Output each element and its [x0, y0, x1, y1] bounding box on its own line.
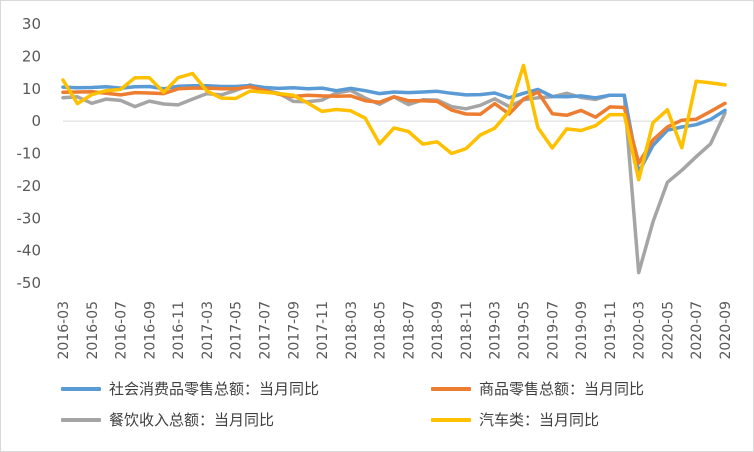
x-tick-label: 2018-07: [401, 301, 417, 360]
series-line-1: [61, 85, 727, 165]
x-tick-label: 2019-07: [545, 301, 561, 360]
series-line-0: [61, 83, 727, 175]
x-tick-label: 2020-07: [689, 301, 705, 360]
y-tick-label: -40: [17, 242, 42, 260]
x-tick-label: 2017-11: [315, 301, 331, 360]
legend-label: 社会消费品零售总额：当月同比: [109, 380, 320, 398]
legend-label: 汽车类：当月同比: [479, 411, 600, 429]
y-axis: 30 20 10 0 -10 -20 -30 -40 -50: [17, 15, 42, 292]
x-tick-label: 2016-11: [171, 301, 187, 360]
x-tick-label: 2017-09: [286, 301, 302, 360]
y-tick-label: 20: [22, 47, 41, 65]
x-tick-label: 2018-05: [373, 301, 389, 360]
x-tick-label: 2019-11: [603, 301, 619, 360]
x-tick-label: 2016-03: [56, 301, 72, 360]
x-tick-label: 2019-05: [517, 301, 533, 360]
legend-label: 商品零售总额：当月同比: [479, 380, 645, 398]
legend-swatch: [61, 386, 101, 391]
legend-swatch: [431, 386, 471, 391]
y-tick-label: -20: [17, 177, 42, 195]
x-tick-label: 2020-09: [718, 301, 734, 360]
x-tick-label: 2019-03: [488, 301, 504, 360]
x-tick-label: 2020-05: [660, 301, 676, 360]
x-tick-label: 2017-03: [200, 301, 216, 360]
x-tick-label: 2016-09: [142, 301, 158, 360]
x-tick-label: 2016-07: [114, 301, 130, 360]
legend-swatch: [61, 417, 101, 422]
y-tick-label: -50: [17, 274, 42, 292]
x-tick-label: 2017-05: [229, 301, 245, 360]
legend-item-retail-total: 社会消费品零售总额：当月同比: [61, 378, 431, 399]
x-tick-label: 2016-05: [85, 301, 101, 360]
legend-item-goods-retail: 商品零售总额：当月同比: [431, 378, 731, 399]
y-tick-label: -30: [17, 209, 42, 227]
y-tick-label: -10: [17, 145, 42, 163]
legend-label: 餐饮收入总额：当月同比: [109, 411, 275, 429]
x-tick-label: 2020-03: [632, 301, 648, 360]
legend: 社会消费品零售总额：当月同比 商品零售总额：当月同比 餐饮收入总额：当月同比 汽…: [61, 378, 741, 430]
x-tick-label: 2019-09: [574, 301, 590, 360]
legend-item-automobile: 汽车类：当月同比: [431, 409, 731, 430]
x-tick-label: 2017-07: [257, 301, 273, 360]
x-tick-label: 2018-03: [344, 301, 360, 360]
y-tick-label: 10: [22, 80, 41, 98]
legend-swatch: [431, 417, 471, 422]
x-tick-label: 2018-11: [459, 301, 475, 360]
x-axis: 2016-03 2016-05 2016-07 2016-09 2016-11 2017-…: [56, 120, 734, 360]
legend-item-catering: 餐饮收入总额：当月同比: [61, 409, 431, 430]
x-tick-label: 2018-09: [430, 301, 446, 360]
y-tick-label: 30: [22, 15, 41, 33]
y-tick-label: 0: [31, 112, 41, 130]
series-layer: [61, 63, 727, 275]
series-line-3: [61, 63, 727, 182]
